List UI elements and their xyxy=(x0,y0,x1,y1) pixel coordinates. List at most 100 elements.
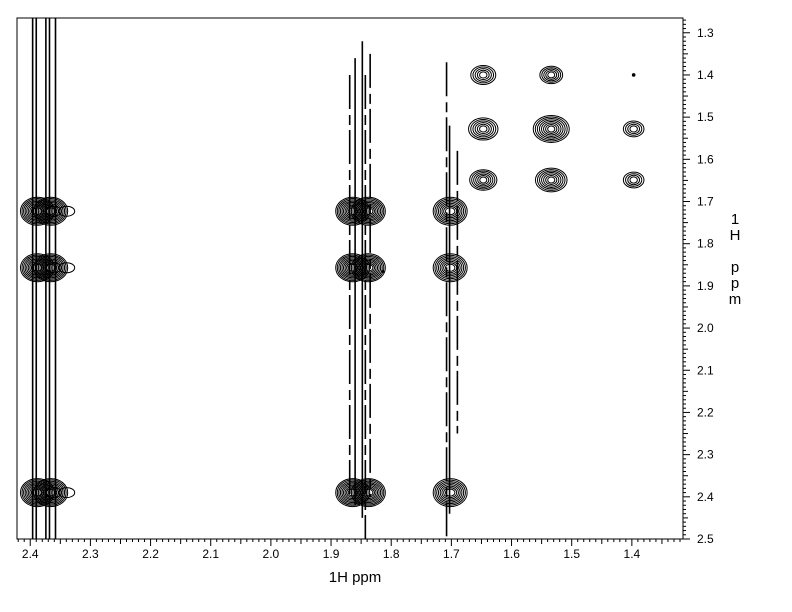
y-title-letter: p xyxy=(731,275,739,292)
contour-ring xyxy=(339,257,366,279)
contour-ring xyxy=(432,196,468,226)
contour-ring xyxy=(33,253,69,283)
contour-ring xyxy=(36,480,66,505)
x-tick-label: 2.3 xyxy=(82,547,99,561)
contour-ring xyxy=(629,125,638,133)
contour-ring xyxy=(625,173,643,187)
contour-ring xyxy=(477,175,490,185)
contour-ring xyxy=(23,199,52,224)
cross-peak xyxy=(432,253,468,283)
contour-ring xyxy=(34,198,67,225)
contour-ring xyxy=(352,198,385,225)
small-peak xyxy=(539,65,564,85)
contour-ring xyxy=(33,196,69,226)
contour-ring xyxy=(444,263,456,272)
contour-ring xyxy=(336,479,369,506)
contour-ring xyxy=(353,480,383,505)
contour-ring xyxy=(532,114,570,143)
contour-ring xyxy=(432,253,468,283)
contour-ring xyxy=(58,487,76,499)
contour-ring xyxy=(40,484,61,501)
contour-ring xyxy=(350,196,386,226)
contour-ring xyxy=(470,64,497,85)
x-tick-label: 2.4 xyxy=(22,547,39,561)
x-tick-label: 1.6 xyxy=(503,547,520,561)
contour-ring xyxy=(33,478,69,508)
contour-ring xyxy=(439,259,461,277)
contour-ring xyxy=(363,207,374,216)
x-tick-label: 2.0 xyxy=(263,547,280,561)
contour-ring xyxy=(444,488,456,497)
y-title-letter: m xyxy=(729,291,742,308)
cross-peak xyxy=(350,196,386,226)
x-tick-label: 2.2 xyxy=(142,547,159,561)
contour-ring xyxy=(21,254,54,281)
x-tick-label: 2.1 xyxy=(202,547,219,561)
y-tick-label: 1.5 xyxy=(697,110,714,124)
contour-ring xyxy=(547,176,556,184)
contour-ring xyxy=(441,260,459,275)
y-tick-label: 1.7 xyxy=(697,195,714,209)
y-title-letter: H xyxy=(730,227,741,244)
contour-ring xyxy=(476,123,490,135)
contour-ring xyxy=(39,483,62,502)
contour-ring xyxy=(23,255,52,280)
contour-ring xyxy=(40,203,61,220)
contour-ring xyxy=(358,484,379,501)
contour-ring xyxy=(353,255,383,280)
y-axis: 1.3 1.4 1.5 1.6 1.7 1.8 1.9 2.0 2.1 2.2 2.3 2.4 2.5 xyxy=(683,19,714,546)
contour-ring xyxy=(625,122,643,136)
contour-ring xyxy=(627,174,641,186)
contour-ring xyxy=(622,120,645,138)
contour-ring xyxy=(539,170,564,190)
contour-ring xyxy=(437,257,463,278)
contour-ring xyxy=(336,198,369,225)
x-tick-label: 1.5 xyxy=(563,547,580,561)
contour-ring xyxy=(339,482,366,504)
contour-ring xyxy=(352,254,385,281)
contour-ring xyxy=(37,257,64,279)
contour-ring xyxy=(336,254,369,281)
contour-ring xyxy=(363,488,374,497)
contour-ring xyxy=(360,486,377,500)
noise-dot xyxy=(381,270,385,274)
contour-ring xyxy=(434,254,466,281)
contour-ring xyxy=(335,478,371,508)
contour-ring xyxy=(538,119,564,139)
contour-ring xyxy=(361,206,375,217)
contour-ring xyxy=(541,172,562,188)
x-tick-label: 1.4 xyxy=(624,547,641,561)
contour-ring xyxy=(439,484,461,502)
y-title-letter: 1 xyxy=(731,211,739,228)
contour-ring xyxy=(24,257,51,279)
cross-peak xyxy=(432,196,468,226)
contour-ring xyxy=(34,254,67,281)
x-tick-label: 1.9 xyxy=(323,547,340,561)
cross-peak xyxy=(33,253,76,283)
contour-ring xyxy=(58,262,76,274)
small-peak xyxy=(622,171,645,189)
contour-ring xyxy=(24,482,51,504)
contour-ring xyxy=(444,207,456,216)
contour-ring xyxy=(37,482,64,504)
contour-ring xyxy=(479,71,488,79)
contour-ring xyxy=(622,171,645,189)
contour-ring xyxy=(541,67,562,83)
contour-ring xyxy=(627,123,641,135)
contour-ring xyxy=(443,487,458,499)
contour-ring xyxy=(432,478,468,508)
contour-ring xyxy=(439,202,461,220)
contour-ring xyxy=(629,176,638,184)
contour-ring xyxy=(474,68,492,82)
contour-ring xyxy=(476,69,490,81)
contour-ring xyxy=(45,207,56,216)
small-peak xyxy=(470,64,497,85)
x-tick-label: 1.8 xyxy=(383,547,400,561)
y-tick-label: 2.1 xyxy=(697,363,714,377)
contour-ring xyxy=(540,120,562,137)
contour-ring xyxy=(437,201,463,222)
contour-ring xyxy=(437,482,463,503)
contour-ring xyxy=(473,172,494,188)
contour-ring xyxy=(338,480,368,505)
cross-peak xyxy=(33,478,76,508)
